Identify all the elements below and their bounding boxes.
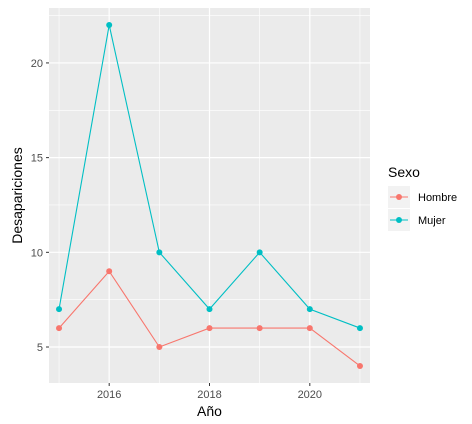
data-point <box>106 268 113 275</box>
y-axis-title: Desapariciones <box>9 147 25 244</box>
data-point <box>156 344 163 351</box>
legend-key-mujer: Mujer <box>388 209 446 231</box>
data-point <box>306 306 313 313</box>
data-point <box>56 306 63 313</box>
data-point <box>256 325 263 332</box>
legend-label: Mujer <box>418 215 446 227</box>
legend-key-hombre: Hombre <box>388 186 457 208</box>
data-point <box>56 325 63 332</box>
data-point <box>206 306 213 313</box>
data-point <box>306 325 313 332</box>
y-tick-label: 20 <box>31 58 43 70</box>
y-tick-label: 10 <box>31 247 43 259</box>
data-point <box>156 249 163 256</box>
data-point <box>106 22 113 29</box>
x-axis: 2016 2018 2020 <box>97 383 322 401</box>
x-tick-label: 2020 <box>298 389 322 401</box>
series-hombre <box>56 268 363 369</box>
y-tick-label: 5 <box>37 342 43 354</box>
grid-major <box>49 8 370 383</box>
data-point <box>356 362 363 369</box>
legend-key-point <box>396 217 402 223</box>
legend-label: Hombre <box>418 192 457 204</box>
x-tick-label: 2018 <box>197 389 221 401</box>
legend: Sexo Hombre Mujer <box>388 164 457 231</box>
x-tick-label: 2016 <box>97 389 121 401</box>
y-axis: 5 10 15 20 <box>31 58 49 354</box>
legend-key-point <box>396 194 402 200</box>
series-mujer <box>56 22 363 332</box>
legend-title: Sexo <box>388 164 420 180</box>
data-point <box>256 249 263 256</box>
x-axis-title: Año <box>197 403 222 419</box>
data-point <box>356 325 363 332</box>
series-layer <box>56 22 363 369</box>
y-tick-label: 15 <box>31 153 43 165</box>
data-point <box>206 325 213 332</box>
